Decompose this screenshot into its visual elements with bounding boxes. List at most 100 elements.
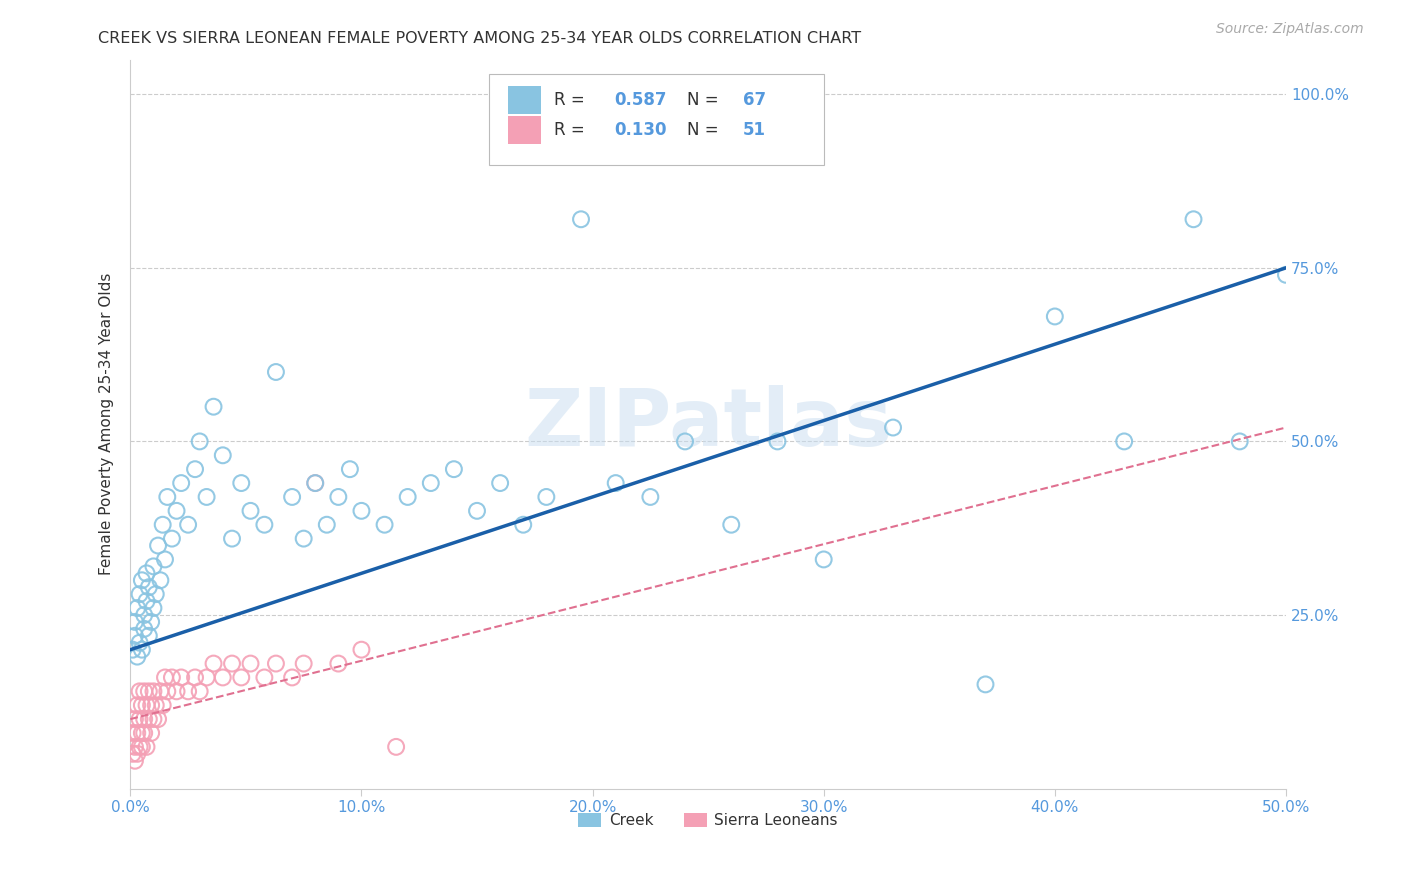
Point	[152, 698, 174, 713]
Point	[673, 434, 696, 449]
Point	[149, 684, 172, 698]
Point	[766, 434, 789, 449]
Text: 51: 51	[742, 121, 766, 139]
Point	[128, 636, 150, 650]
Point	[1275, 268, 1298, 282]
Point	[882, 420, 904, 434]
Text: ZIPatlas: ZIPatlas	[524, 385, 893, 463]
Point	[134, 726, 156, 740]
Point	[128, 587, 150, 601]
Point	[253, 670, 276, 684]
Point	[153, 670, 176, 684]
Y-axis label: Female Poverty Among 25-34 Year Olds: Female Poverty Among 25-34 Year Olds	[100, 273, 114, 575]
Point	[138, 684, 160, 698]
Point	[131, 739, 153, 754]
Point	[239, 657, 262, 671]
FancyBboxPatch shape	[488, 74, 824, 165]
Point	[135, 698, 157, 713]
Point	[184, 670, 207, 684]
Point	[304, 476, 326, 491]
Text: R =: R =	[554, 121, 591, 139]
Point	[127, 601, 149, 615]
Point	[142, 559, 165, 574]
Point	[149, 574, 172, 588]
Point	[328, 490, 350, 504]
Point	[292, 532, 315, 546]
Point	[177, 684, 200, 698]
Point	[131, 574, 153, 588]
Point	[512, 517, 534, 532]
Point	[142, 712, 165, 726]
Point	[419, 476, 441, 491]
Point	[124, 754, 146, 768]
Point	[202, 657, 225, 671]
Point	[145, 587, 167, 601]
Point	[536, 490, 558, 504]
Point	[202, 400, 225, 414]
Point	[304, 476, 326, 491]
Point	[443, 462, 465, 476]
Point	[134, 622, 156, 636]
Point	[135, 566, 157, 581]
Point	[127, 726, 149, 740]
Text: N =: N =	[688, 91, 724, 109]
Point	[813, 552, 835, 566]
Text: 67: 67	[742, 91, 766, 109]
Point	[128, 739, 150, 754]
Point	[146, 712, 169, 726]
Point	[160, 670, 183, 684]
Point	[166, 504, 188, 518]
Point	[281, 490, 304, 504]
Point	[188, 434, 211, 449]
Point	[264, 657, 287, 671]
Point	[1114, 434, 1136, 449]
Point	[315, 517, 337, 532]
Point	[1043, 310, 1066, 324]
Point	[142, 601, 165, 615]
Point	[170, 476, 193, 491]
Point	[135, 594, 157, 608]
Point	[170, 670, 193, 684]
Point	[131, 698, 153, 713]
Point	[131, 726, 153, 740]
Point	[160, 532, 183, 546]
Point	[292, 657, 315, 671]
Point	[139, 698, 162, 713]
Point	[152, 517, 174, 532]
Point	[640, 490, 662, 504]
Point	[350, 504, 373, 518]
Point	[156, 684, 179, 698]
Point	[124, 739, 146, 754]
Point	[131, 642, 153, 657]
Point	[465, 504, 488, 518]
Point	[139, 615, 162, 629]
Point	[135, 739, 157, 754]
Point	[239, 504, 262, 518]
Point	[177, 517, 200, 532]
Point	[145, 698, 167, 713]
Point	[1229, 434, 1251, 449]
FancyBboxPatch shape	[508, 117, 540, 145]
Point	[720, 517, 742, 532]
Text: N =: N =	[688, 121, 724, 139]
Point	[281, 670, 304, 684]
Point	[134, 607, 156, 622]
Point	[211, 670, 233, 684]
Point	[328, 657, 350, 671]
Text: 0.130: 0.130	[614, 121, 666, 139]
Point	[221, 657, 243, 671]
Point	[253, 517, 276, 532]
Point	[128, 684, 150, 698]
Point	[221, 532, 243, 546]
Point	[142, 684, 165, 698]
Point	[153, 552, 176, 566]
Point	[339, 462, 361, 476]
Point	[231, 476, 253, 491]
Point	[138, 712, 160, 726]
Point	[127, 747, 149, 761]
Point	[124, 712, 146, 726]
Point	[127, 698, 149, 713]
Point	[124, 629, 146, 643]
Point	[1182, 212, 1205, 227]
Legend: Creek, Sierra Leoneans: Creek, Sierra Leoneans	[571, 805, 845, 836]
